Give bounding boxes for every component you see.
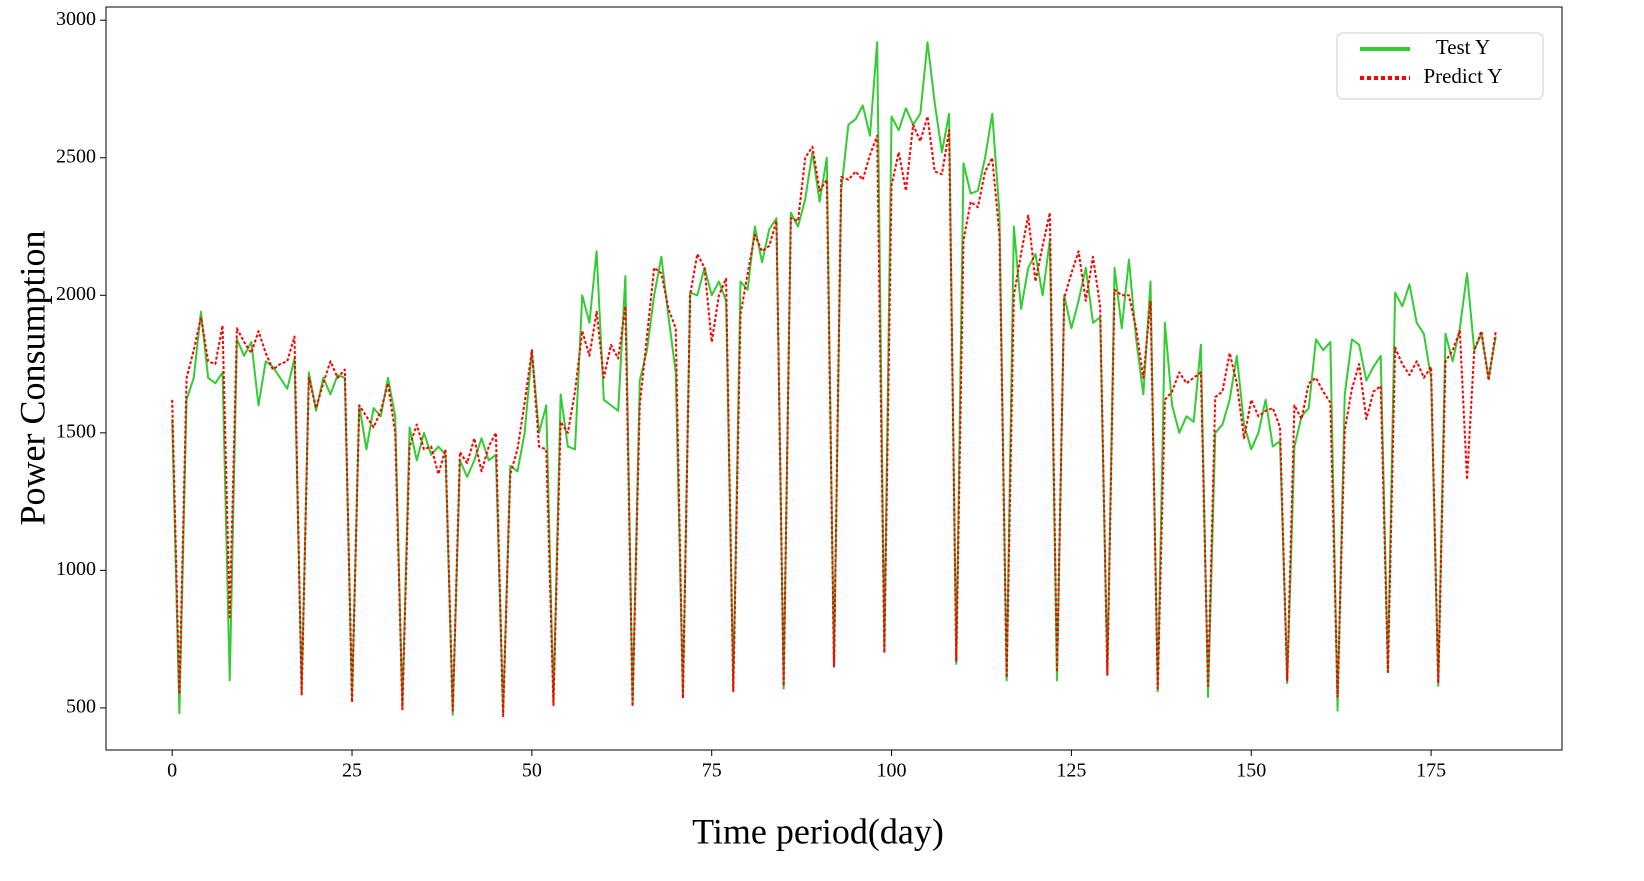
y-tick-label: 1000 — [56, 558, 96, 580]
x-tick-label: 0 — [167, 760, 177, 782]
y-tick-label: 1500 — [56, 420, 96, 442]
plot-frame — [105, 6, 1563, 751]
x-tick-label: 100 — [877, 760, 907, 782]
series-line — [171, 115, 1497, 718]
x-axis-label: Time period(day) — [692, 811, 944, 851]
x-tick-label: 175 — [1416, 760, 1446, 782]
y-tick-label: 500 — [66, 696, 96, 718]
x-tick-label: 50 — [522, 760, 542, 782]
x-tick-label: 125 — [1056, 760, 1086, 782]
legend-label: Predict Y — [1423, 64, 1502, 88]
y-axis-label: Power Consumption — [12, 230, 52, 525]
y-tick-label: 2500 — [56, 145, 96, 167]
x-tick-label: 25 — [342, 760, 362, 782]
y-tick-label: 2000 — [56, 283, 96, 305]
x-tick-label: 150 — [1236, 760, 1266, 782]
legend: Test Y Predict Y — [1336, 32, 1544, 100]
x-tick-label: 75 — [702, 760, 722, 782]
y-tick-label: 3000 — [56, 8, 96, 30]
legend-label: Test Y — [1436, 35, 1490, 59]
